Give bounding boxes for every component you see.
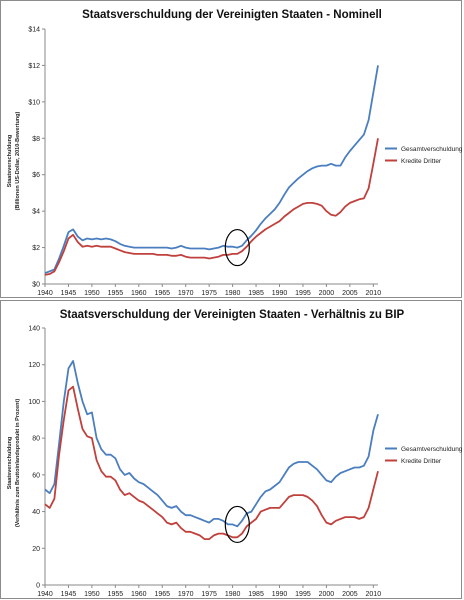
chart-nominal: Staatsverschuldung der Vereinigten Staat…	[0, 0, 463, 298]
y-tick-label: $10	[28, 99, 40, 106]
annotation-circle	[224, 505, 250, 544]
x-tick-label: 1975	[201, 591, 217, 598]
y-axis-label-unit: (Verhältnis zum Bruttoinlandsprodukt in …	[15, 399, 21, 528]
chart-gdp-ratio: Staatsverschuldung der Vereinigten Staat…	[0, 300, 463, 599]
x-tick-label: 1960	[131, 591, 147, 598]
y-tick-label: $0	[32, 282, 40, 289]
x-tick-label: 2000	[319, 591, 335, 598]
x-tick-label: 1995	[295, 591, 311, 598]
y-tick-label: 140	[28, 326, 40, 333]
legend-label: Gesamtverschuldung	[401, 146, 463, 153]
y-tick-label: $14	[28, 27, 40, 34]
chart-gdp-ratio-svg: Staatsverschuldung der Vereinigten Staat…	[7, 309, 463, 598]
legend-label: Gesamtverschuldung	[401, 446, 463, 453]
x-tick-label: 1970	[178, 591, 194, 598]
x-tick-label: 1945	[61, 290, 77, 297]
x-tick-label: 1940	[37, 591, 53, 598]
x-tick-label: 1955	[108, 290, 124, 297]
y-tick-label: $6	[32, 172, 40, 179]
series-line-gesamtverschuldung	[44, 65, 379, 274]
y-tick-label: $2	[32, 245, 40, 252]
x-tick-label: 1950	[84, 591, 100, 598]
legend-label: Kredite Dritter	[401, 158, 442, 165]
x-tick-label: 2010	[366, 591, 382, 598]
annotation-circle	[224, 228, 250, 267]
x-tick-label: 1950	[84, 290, 100, 297]
chart-nominal-svg: Staatsverschuldung der Vereinigten Staat…	[7, 9, 463, 297]
x-tick-label: 1985	[248, 591, 264, 598]
legend-label: Kredite Dritter	[401, 458, 442, 465]
x-tick-label: 2000	[319, 290, 335, 297]
x-tick-label: 1965	[154, 290, 170, 297]
y-tick-label: 20	[32, 546, 40, 553]
x-tick-label: 2005	[342, 591, 358, 598]
y-axis-label: Staatsverschuldung	[7, 135, 13, 188]
x-tick-label: 2005	[342, 290, 358, 297]
x-tick-label: 1940	[37, 290, 53, 297]
series-line-gesamtverschuldung	[44, 360, 379, 528]
x-tick-label: 1985	[248, 290, 264, 297]
y-tick-label: 120	[28, 362, 40, 369]
x-tick-label: 1980	[225, 290, 241, 297]
y-tick-label: 40	[32, 509, 40, 516]
x-tick-label: 1980	[225, 591, 241, 598]
y-tick-label: 60	[32, 472, 40, 479]
x-tick-label: 1960	[131, 290, 147, 297]
y-tick-label: $4	[32, 209, 40, 216]
y-tick-label: 80	[32, 436, 40, 443]
x-tick-label: 1945	[61, 591, 77, 598]
x-tick-label: 2010	[366, 290, 382, 297]
x-tick-label: 1995	[295, 290, 311, 297]
y-tick-label: 0	[36, 583, 40, 590]
y-tick-label: $12	[28, 63, 40, 70]
series-line-kredite-dritter	[44, 385, 379, 541]
y-tick-label: 100	[28, 399, 40, 406]
x-tick-label: 1990	[272, 290, 288, 297]
x-tick-label: 1965	[154, 591, 170, 598]
x-tick-label: 1975	[201, 290, 217, 297]
y-tick-label: $8	[32, 136, 40, 143]
x-tick-label: 1955	[108, 591, 124, 598]
y-axis-label: Staatsverschuldung	[7, 437, 13, 490]
chart-title: Staatsverschuldung der Vereinigten Staat…	[82, 9, 382, 21]
series-line-kredite-dritter	[44, 138, 379, 276]
x-tick-label: 1990	[272, 591, 288, 598]
y-axis-label-unit: (Billionen US-Dollar, 2010-Bewertung)	[15, 111, 21, 210]
x-tick-label: 1970	[178, 290, 194, 297]
chart-title: Staatsverschuldung der Vereinigten Staat…	[60, 309, 405, 321]
